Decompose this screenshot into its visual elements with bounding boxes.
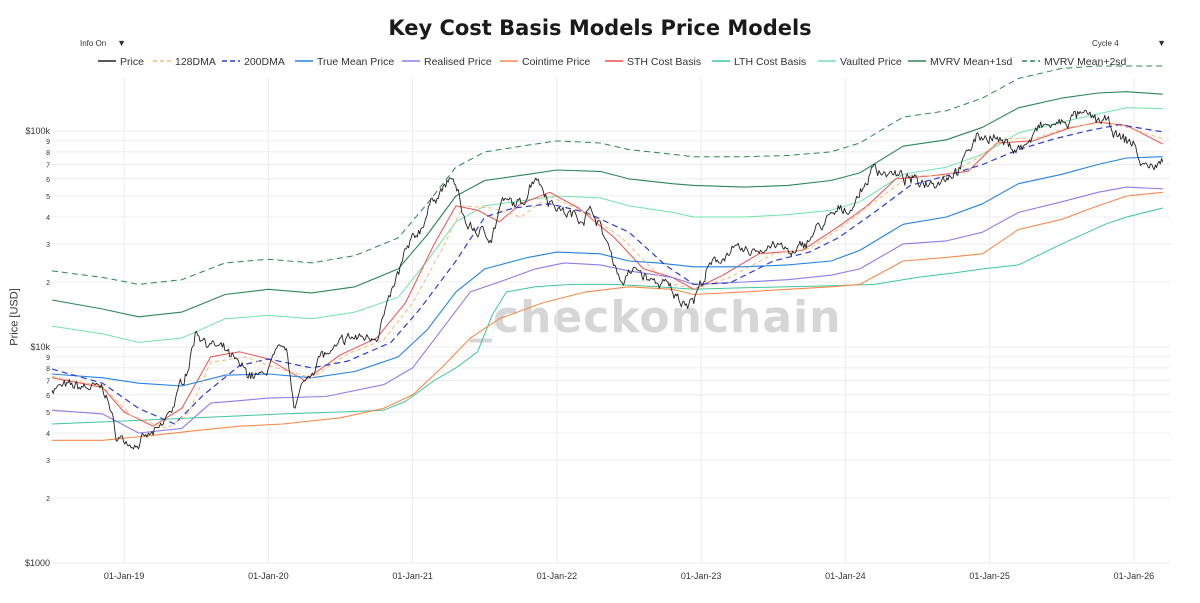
legend-item[interactable]: LTH Cost Basis: [712, 56, 806, 68]
y-tick-label: 2: [46, 280, 50, 287]
x-tick-label: 01-Jan-22: [537, 571, 578, 581]
info-dropdown[interactable]: Info On ▼: [80, 36, 126, 50]
legend-label: MVRV Mean+2sd: [1044, 56, 1127, 68]
legend-item[interactable]: Cointime Price: [500, 56, 590, 68]
grid: [52, 78, 1170, 564]
series-line-mvrv-mean-1sd: [51, 91, 1163, 318]
y-tick-label: 9: [46, 139, 50, 146]
legend-label: Cointime Price: [522, 56, 590, 68]
x-tick-label: 01-Jan-19: [104, 571, 145, 581]
legend-label: Vaulted Price: [840, 56, 902, 68]
x-tick-label: 01-Jan-20: [248, 571, 289, 581]
series-line-true-mean-price: [51, 156, 1163, 387]
legend-label: 200DMA: [244, 56, 285, 68]
legend-label: STH Cost Basis: [627, 56, 701, 68]
series-line-cointime-price: [52, 191, 1163, 441]
y-tick-label: 3: [46, 242, 50, 249]
y-axis: $1000 2 3 4 5 6 7 8 9 $10k 2 3 4 5 6 7 8 9 $100k: [25, 126, 51, 568]
cycle-dropdown[interactable]: Cycle 4 ▼: [1092, 36, 1166, 50]
y-tick-label: 4: [46, 215, 50, 222]
x-tick-label: 01-Jan-23: [681, 571, 722, 581]
y-tick-label: $10k: [30, 342, 50, 352]
watermark: _checkonchain: [470, 292, 842, 343]
dropdown-arrow-icon: ▼: [1157, 38, 1166, 48]
series-line-sth-cost-basis: [51, 121, 1164, 427]
y-tick-label: 4: [46, 431, 50, 438]
series-lines: [51, 65, 1164, 450]
chart-title: Key Cost Basis Models Price Models: [388, 16, 812, 40]
series-line-price: [51, 109, 1164, 450]
legend-item[interactable]: Realised Price: [402, 56, 492, 68]
y-tick-label: $100k: [25, 126, 50, 136]
legend-item[interactable]: MVRV Mean+2sd: [1022, 56, 1127, 68]
y-tick-label: 3: [46, 458, 50, 465]
y-tick-label: 5: [46, 194, 50, 201]
legend-item[interactable]: True Mean Price: [295, 56, 394, 68]
legend-label: LTH Cost Basis: [734, 56, 806, 68]
x-tick-label: 01-Jan-26: [1114, 571, 1155, 581]
series-line-mvrv-mean-2sd: [51, 65, 1163, 285]
y-tick-label: 2: [46, 496, 50, 503]
x-tick-label: 01-Jan-24: [825, 571, 866, 581]
legend-label: MVRV Mean+1sd: [930, 56, 1013, 68]
dropdown-arrow-icon: ▼: [117, 38, 126, 48]
series-line-realised-price: [51, 186, 1163, 434]
legend-item[interactable]: Vaulted Price: [818, 56, 902, 68]
cycle-dropdown-label: Cycle 4: [1092, 38, 1119, 48]
legend-label: True Mean Price: [317, 56, 394, 68]
legend-item[interactable]: STH Cost Basis: [605, 56, 701, 68]
y-tick-label: 8: [46, 366, 50, 373]
y-tick-label: 5: [46, 410, 50, 417]
series-line-128dma: [51, 121, 1163, 429]
legend-item[interactable]: 200DMA: [222, 56, 285, 68]
legend-item[interactable]: MVRV Mean+1sd: [908, 56, 1013, 68]
legend-label: Realised Price: [424, 56, 492, 68]
y-tick-label: 6: [46, 177, 50, 184]
x-tick-label: 01-Jan-25: [969, 571, 1010, 581]
legend: Price 128DMA 200DMA True Mean Price Realised…: [98, 56, 1127, 68]
legend-item[interactable]: Price: [98, 56, 144, 68]
x-tick-label: 01-Jan-21: [392, 571, 433, 581]
y-tick-label: 9: [46, 355, 50, 362]
series-line-200dma: [51, 124, 1163, 425]
series-line-lth-cost-basis: [51, 207, 1163, 425]
legend-label: 128DMA: [175, 56, 216, 68]
y-tick-label: 7: [46, 162, 50, 169]
x-axis: 01-Jan-19 01-Jan-20 01-Jan-21 01-Jan-22 01-J…: [104, 571, 1154, 581]
y-tick-label: $1000: [25, 558, 50, 568]
y-tick-label: 7: [46, 378, 50, 385]
legend-item[interactable]: 128DMA: [153, 56, 216, 68]
y-tick-label: 6: [46, 393, 50, 400]
y-tick-label: 8: [46, 150, 50, 157]
info-dropdown-label: Info On: [80, 38, 107, 48]
legend-label: Price: [120, 56, 144, 68]
